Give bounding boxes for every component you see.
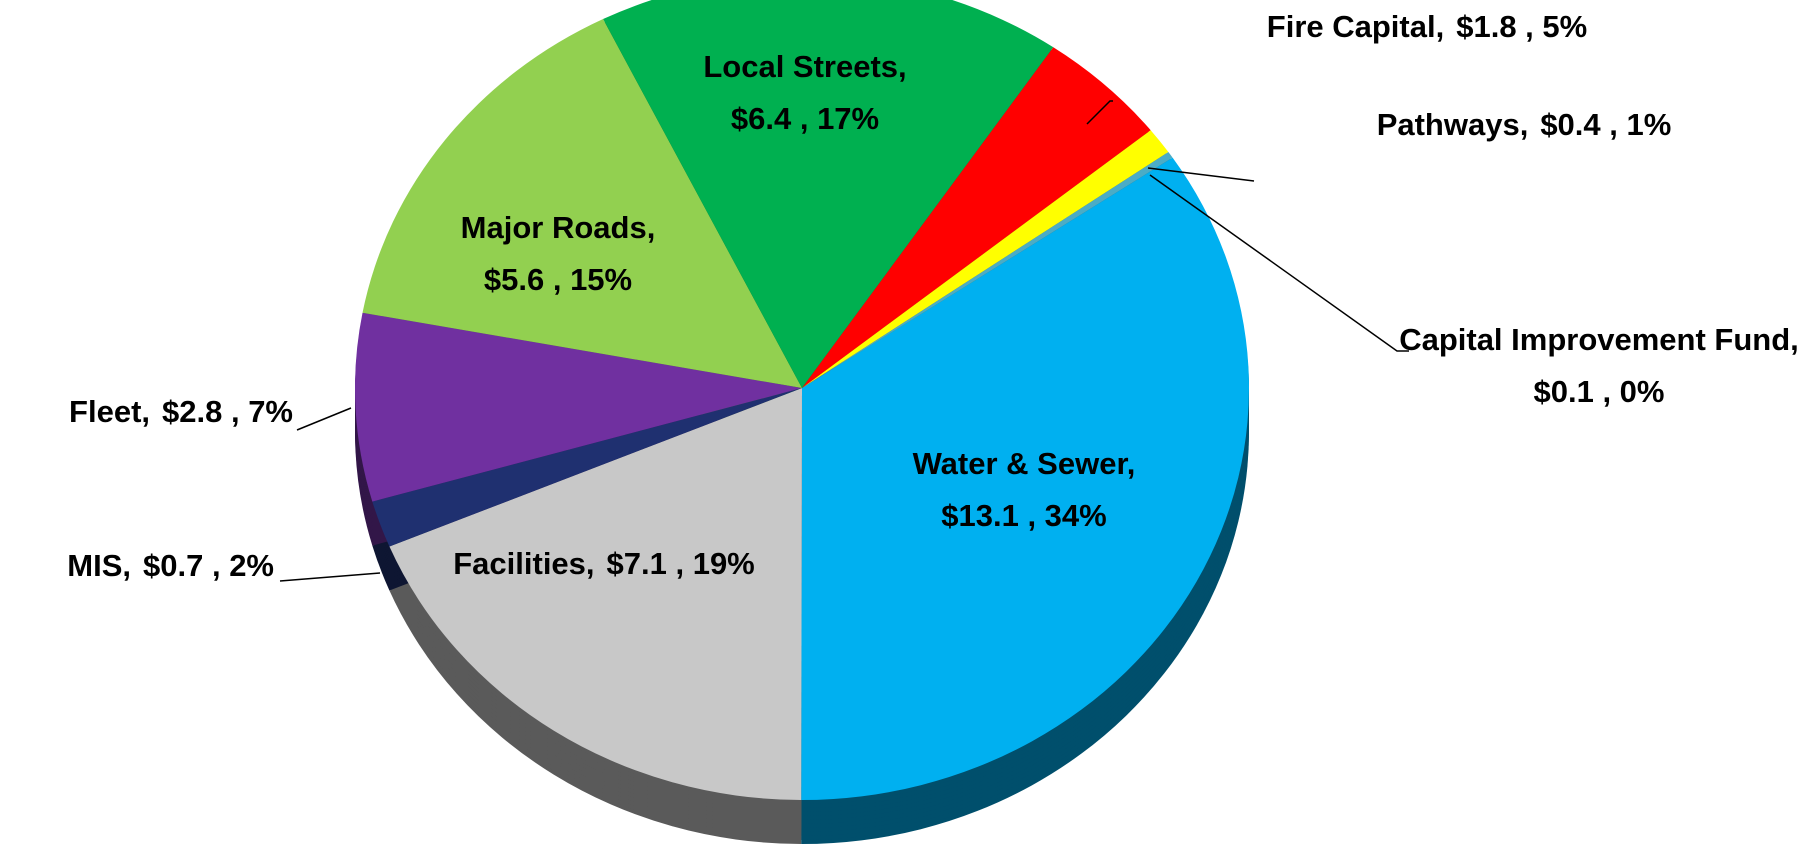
label-category: MIS, <box>67 548 131 583</box>
label-category: Water & Sewer, <box>913 446 1136 481</box>
data-label: Facilities, $7.1 , 19% <box>453 546 755 581</box>
data-label: Water & Sewer, $13.1 , 34% <box>913 446 1136 533</box>
label-category: Facilities, <box>453 546 594 581</box>
label-category: Major Roads, <box>461 210 656 245</box>
label-category: Capital Improvement Fund, <box>1399 322 1799 357</box>
leader-line <box>1147 167 1255 182</box>
label-value: $0.7 , 2% <box>143 548 274 583</box>
leader-line <box>296 407 352 431</box>
slice <box>389 388 802 800</box>
data-label: Fleet, $2.8 , 7% <box>69 394 293 429</box>
label-value: $0.4 , 1% <box>1540 107 1671 142</box>
data-label: Fire Capital, $1.8 , 5% <box>1267 9 1587 44</box>
leader-lines <box>279 100 1409 582</box>
label-value: $1.8 , 5% <box>1456 9 1587 44</box>
slice <box>355 312 802 502</box>
label-value: $6.4 , 17% <box>731 101 879 136</box>
slice <box>802 151 1173 388</box>
pie-slices <box>355 0 1250 800</box>
slice <box>802 47 1151 389</box>
label-value: $5.6 , 15% <box>484 262 632 297</box>
data-label: MIS, $0.7 , 2% <box>67 548 274 583</box>
label-value: $0.1 , 0% <box>1534 374 1665 409</box>
label-value: $2.8 , 7% <box>162 394 293 429</box>
data-label: Major Roads, $5.6 , 15% <box>461 210 656 297</box>
slice <box>801 157 1250 800</box>
slice <box>372 388 802 547</box>
label-value: $7.1 , 19% <box>607 546 755 581</box>
data-label: Capital Improvement Fund, $0.1 , 0% <box>1399 322 1799 409</box>
leader-line <box>1086 100 1113 125</box>
label-category: Pathways, <box>1377 107 1529 142</box>
slice <box>802 130 1169 388</box>
label-category: Fire Capital, <box>1267 9 1444 44</box>
data-labels: Water & Sewer, $13.1 , 34% Facilities, $7.1… <box>67 9 1799 583</box>
label-category: Fleet, <box>69 394 150 429</box>
label-value: $13.1 , 34% <box>941 498 1106 533</box>
slice <box>362 19 802 389</box>
leader-line <box>1149 174 1409 352</box>
data-label: Pathways, $0.4 , 1% <box>1377 107 1672 142</box>
label-category: Local Streets, <box>703 49 906 84</box>
slice <box>603 0 1054 388</box>
data-label: Local Streets, $6.4 , 17% <box>703 49 906 136</box>
leader-line <box>279 572 381 582</box>
